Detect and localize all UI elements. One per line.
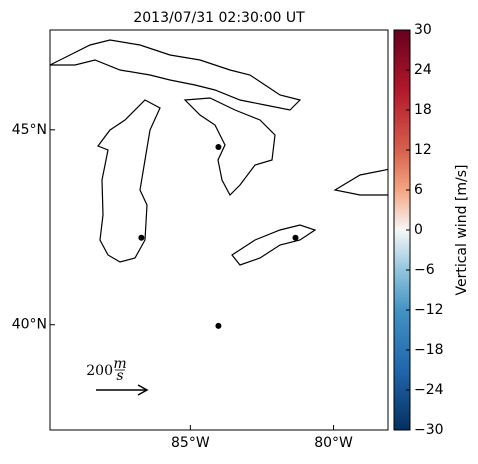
colorbar-tick-label: 18 [414,102,432,118]
x-tick-label: 80°W [314,435,353,451]
colorbar-tick-label: −6 [414,262,435,278]
arrow-number: 200 [86,363,113,379]
coastlines [50,39,388,266]
colorbar-tick-label: −24 [414,382,444,398]
scale-arrow-head [137,384,149,396]
colorbar-tick-label: −18 [414,342,444,358]
x-tick-label: 85°W [171,435,210,451]
station-point [138,234,145,241]
station-point [292,234,299,241]
colorbar-tick-label: 30 [414,22,432,38]
colorbar-tick-label: 12 [414,142,432,158]
colorbar-tick-label: −12 [414,302,444,318]
arrow-numerator: m [113,356,126,372]
colorbar-tick-label: 6 [414,182,423,198]
station-point [215,143,222,150]
colorbar-tick-label: 0 [414,222,423,238]
y-tick-label: 40°N [12,317,47,333]
station-point [215,322,222,329]
colorbar-tick-label: −30 [414,422,444,438]
arrow-denominator: s [116,368,123,384]
colorbar-tick-label: 24 [414,62,432,78]
map-title: 2013/07/31 02:30:00 UT [133,10,305,26]
colorbar-label: Vertical wind [m/s] [454,165,470,296]
y-tick-label: 45°N [12,122,47,138]
map-frame [49,29,389,431]
